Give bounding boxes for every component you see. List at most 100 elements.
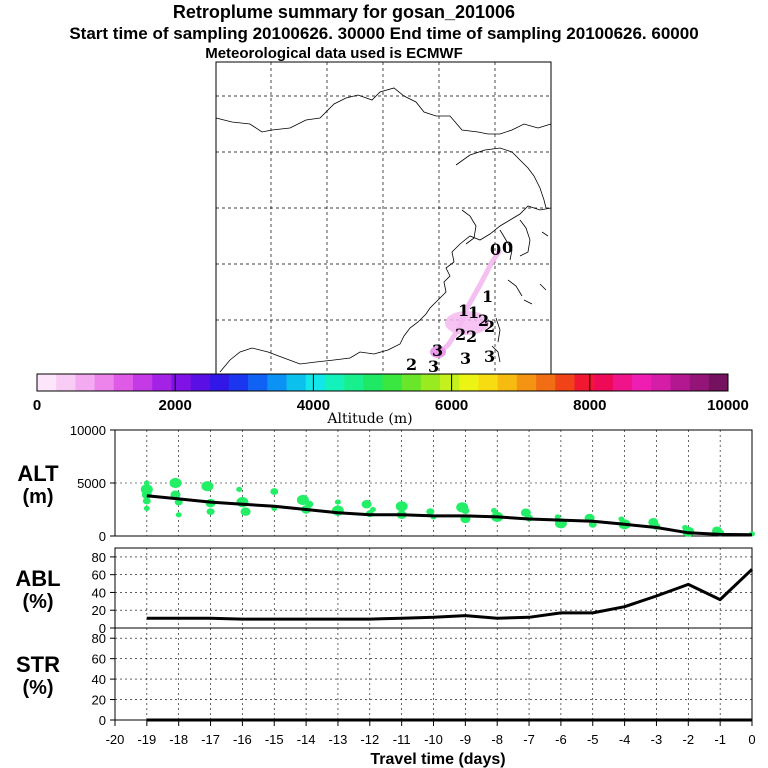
colorbar-cell (478, 374, 498, 391)
x-tick-label: -5 (587, 732, 599, 747)
y-tick-label: 0 (99, 529, 106, 544)
panel-label: ALT (17, 461, 59, 486)
y-tick-label: 40 (92, 672, 106, 687)
altitude-point (143, 505, 150, 511)
x-tick-label: -17 (201, 732, 220, 747)
colorbar-cell (113, 374, 134, 391)
day-marker: 2 (484, 317, 495, 336)
colorbar-cell (324, 374, 345, 391)
day-marker: 3 (460, 349, 471, 368)
altitude-point (206, 508, 215, 515)
colorbar-cell (497, 374, 518, 391)
colorbar-label: Altitude (m) (326, 411, 412, 427)
panel-alt: 10000 5000 0 ALT(m) (17, 423, 755, 544)
x-tick-label: -7 (523, 732, 535, 747)
colorbar-cell (209, 374, 230, 391)
altitude-point (169, 477, 182, 489)
altitude-point (201, 481, 214, 492)
colorbar-tick-label: 0 (33, 397, 41, 414)
y-tick-label: 0 (99, 621, 106, 636)
colorbar-cell (171, 374, 191, 391)
x-tick-label: -20 (106, 732, 125, 747)
colorbar-cell (612, 374, 633, 391)
colorbar-cell (459, 374, 479, 391)
altitude-point (491, 508, 497, 514)
y-tick-label: 60 (92, 652, 106, 667)
x-tick-label: -2 (683, 732, 695, 747)
colorbar-cell (555, 374, 575, 391)
y-tick-label: 0 (99, 713, 106, 728)
panel-unit: (%) (22, 591, 53, 613)
altitude-point (426, 508, 435, 515)
colorbar-cell (440, 374, 460, 391)
colorbar-cell (344, 374, 364, 391)
day-marker: 3 (432, 341, 443, 360)
colorbar-cell (632, 374, 652, 391)
colorbar-cell (37, 374, 57, 391)
series-line (146, 494, 753, 537)
map-gridlines (216, 62, 551, 374)
colorbar-cell (401, 374, 422, 391)
colorbar-tick-label: 2000 (159, 397, 192, 414)
colorbar-tick-label: 6000 (435, 397, 468, 414)
x-tick-label: -15 (265, 732, 284, 747)
colorbar-cell (516, 374, 537, 391)
day-marker: 2 (455, 325, 466, 344)
sampling-times: Start time of sampling 20100626. 30000 E… (69, 24, 699, 43)
day-marker: 2 (406, 355, 417, 374)
series-line (146, 568, 754, 621)
day-marker: 2 (478, 311, 489, 330)
panel-abl: 0 20 40 60 80 ABL(%) (15, 547, 754, 636)
day-marker: 0 (490, 240, 501, 259)
panel-unit: (%) (22, 677, 53, 699)
y-tick-label: 10000 (70, 423, 106, 438)
colorbar-cell (286, 374, 307, 391)
altitude-point (334, 499, 341, 505)
altitude-point (395, 501, 408, 512)
colorbar-cell (536, 374, 556, 391)
altitude-point (142, 497, 151, 505)
colorbar-cell (152, 374, 172, 391)
altitude-point (175, 512, 182, 518)
day-marker: 0 (502, 238, 513, 257)
x-tick-label: -14 (297, 732, 316, 747)
x-tick-label: -16 (233, 732, 252, 747)
colorbar-cell (382, 374, 402, 391)
colorbar-tick-label: 8000 (573, 397, 606, 414)
x-tick-label: -6 (555, 732, 567, 747)
day-marker: 3 (428, 357, 439, 376)
panel-label: ABL (15, 566, 60, 591)
x-tick-label: -3 (651, 732, 663, 747)
x-tick-label: -4 (619, 732, 631, 747)
colorbar-cell (56, 374, 76, 391)
x-tick-label: -12 (360, 732, 379, 747)
colorbar-cell (708, 374, 729, 391)
x-tick-label: -13 (329, 732, 348, 747)
colorbar-cell (75, 374, 95, 391)
day-marker: 1 (468, 303, 479, 322)
y-tick-label: 20 (92, 693, 106, 708)
day-marker: 1 (458, 301, 469, 320)
colorbar-cell (132, 374, 153, 391)
colorbar-cell (651, 374, 671, 391)
x-axis: -20 -19 -18 -17 -16 -15 -14 -13 -12 -11 -10 -9 -8 -7-… (106, 720, 756, 768)
y-tick-label: 60 (92, 568, 106, 583)
altitude-point (240, 507, 251, 516)
colorbar-cell (248, 374, 268, 391)
y-tick-label: 40 (92, 585, 106, 600)
x-tick-label: -9 (460, 732, 472, 747)
colorbar-cell (420, 374, 441, 391)
panel-unit: (m) (22, 486, 53, 508)
y-tick-label: 80 (92, 550, 106, 565)
day-marker: 2 (466, 327, 477, 346)
altitude-point (270, 488, 279, 495)
colorbar-cell (670, 374, 690, 391)
met-data-note: Meteorological data used is ECMWF (205, 45, 463, 62)
coastlines (215, 87, 552, 373)
altitude-point (361, 499, 372, 509)
altitude-point (305, 500, 314, 508)
altitude-point (461, 507, 470, 514)
x-tick-label: -18 (169, 732, 188, 747)
day-marker: 3 (484, 347, 495, 366)
